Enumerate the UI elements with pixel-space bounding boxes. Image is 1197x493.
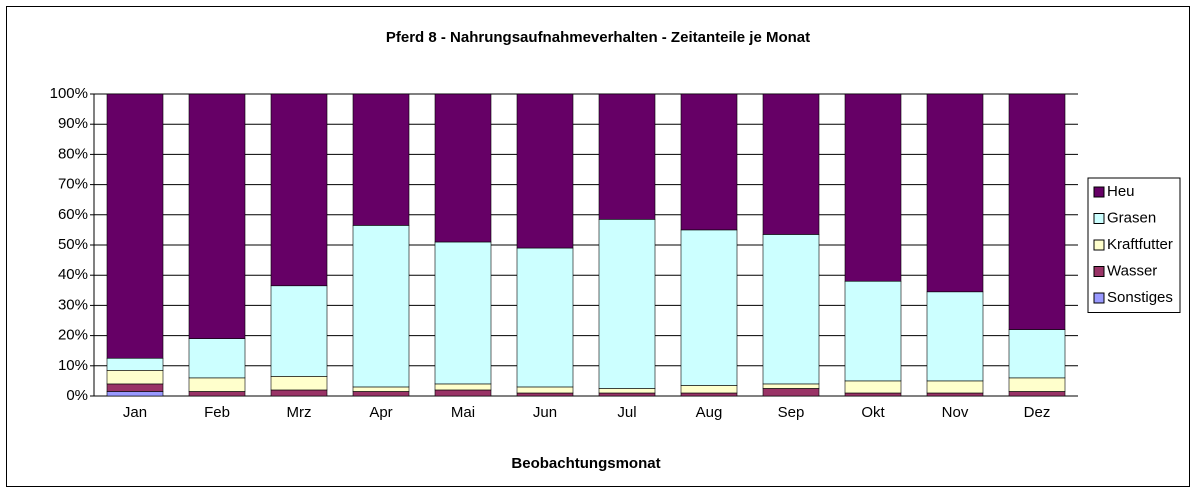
bar-segment: [680, 229, 738, 386]
bar-segment: [762, 93, 820, 235]
bar-segment: [1008, 391, 1066, 397]
legend-label: Sonstiges: [1107, 289, 1173, 306]
bar-segment: [926, 93, 984, 293]
bar-segment: [106, 370, 164, 385]
y-tick-label: 80%: [58, 145, 88, 162]
y-tick-label: 10%: [58, 357, 88, 374]
bar-segment: [270, 93, 328, 287]
bar-segment: [680, 93, 738, 231]
bar-segment: [434, 389, 492, 397]
bar-segment: [352, 386, 410, 392]
bar-segment: [926, 291, 984, 382]
y-tick-label: 30%: [58, 296, 88, 313]
legend-label: Kraftfutter: [1107, 236, 1173, 253]
bar-segment: [516, 93, 574, 249]
bar-segment: [352, 225, 410, 388]
bar-segment: [188, 391, 246, 397]
legend-label: Grasen: [1107, 209, 1156, 226]
bar-segment: [516, 392, 574, 397]
legend-swatch: [1093, 213, 1105, 224]
bar-segment: [598, 392, 656, 397]
bar-segment: [270, 285, 328, 377]
bar-segment: [762, 388, 820, 397]
x-tick-label: Apr: [369, 404, 392, 421]
x-tick-label: Jul: [617, 404, 636, 421]
bar-segment: [434, 93, 492, 243]
bar-segment: [106, 391, 164, 397]
bar-segment: [1008, 377, 1066, 392]
bar-segment: [598, 388, 656, 394]
bar-segment: [434, 241, 492, 385]
bar-segment: [188, 338, 246, 379]
bar-segment: [844, 392, 902, 397]
bar-segment: [1008, 93, 1066, 330]
bar-segment: [434, 383, 492, 391]
bar-segment: [926, 392, 984, 397]
x-tick-label: Sep: [778, 404, 805, 421]
bar-segment: [188, 377, 246, 392]
y-tick-label: 70%: [58, 176, 88, 193]
bar-segment: [270, 389, 328, 397]
legend-label: Wasser: [1107, 262, 1157, 279]
x-axis-title: Beobachtungsmonat: [511, 455, 660, 472]
x-tick-label: Dez: [1024, 404, 1051, 421]
bar-segment: [926, 380, 984, 394]
bar-segment: [352, 93, 410, 226]
bar-segment: [1008, 329, 1066, 379]
bar-segment: [762, 383, 820, 389]
bar-segment: [188, 93, 246, 339]
x-tick-label: Aug: [696, 404, 723, 421]
y-tick-label: 0%: [66, 387, 88, 404]
bar-segment: [844, 93, 902, 282]
y-tick-label: 20%: [58, 327, 88, 344]
x-tick-label: Mrz: [287, 404, 312, 421]
y-tick-label: 50%: [58, 236, 88, 253]
bar-segment: [680, 385, 738, 394]
bar-segment: [270, 376, 328, 391]
bar-segment: [516, 386, 574, 394]
y-tick-label: 90%: [58, 115, 88, 132]
legend-label: Heu: [1107, 183, 1135, 200]
bar-segment: [106, 383, 164, 392]
x-tick-label: Mai: [451, 404, 475, 421]
bar-segment: [516, 247, 574, 388]
chart-title: Pferd 8 - Nahrungsaufnahmeverhalten - Ze…: [386, 29, 810, 46]
bar-segment: [680, 392, 738, 397]
bar-segment: [844, 280, 902, 382]
y-tick-label: 60%: [58, 206, 88, 223]
y-tick-label: 100%: [50, 85, 88, 102]
bar-segment: [106, 93, 164, 359]
bar-segment: [598, 93, 656, 220]
x-tick-label: Feb: [204, 404, 230, 421]
bar-segment: [106, 357, 164, 371]
legend-swatch: [1093, 292, 1105, 304]
x-tick-label: Nov: [942, 404, 969, 421]
x-tick-label: Jan: [123, 404, 147, 421]
x-tick-label: Jun: [533, 404, 557, 421]
bar-segment: [762, 234, 820, 385]
bar-segment: [844, 380, 902, 394]
y-tick-label: 40%: [58, 266, 88, 283]
legend-swatch: [1093, 239, 1105, 251]
x-tick-label: Okt: [861, 404, 885, 421]
bar-segment: [352, 391, 410, 397]
legend-swatch: [1093, 266, 1105, 277]
legend-swatch: [1093, 186, 1105, 198]
bar-segment: [598, 219, 656, 389]
